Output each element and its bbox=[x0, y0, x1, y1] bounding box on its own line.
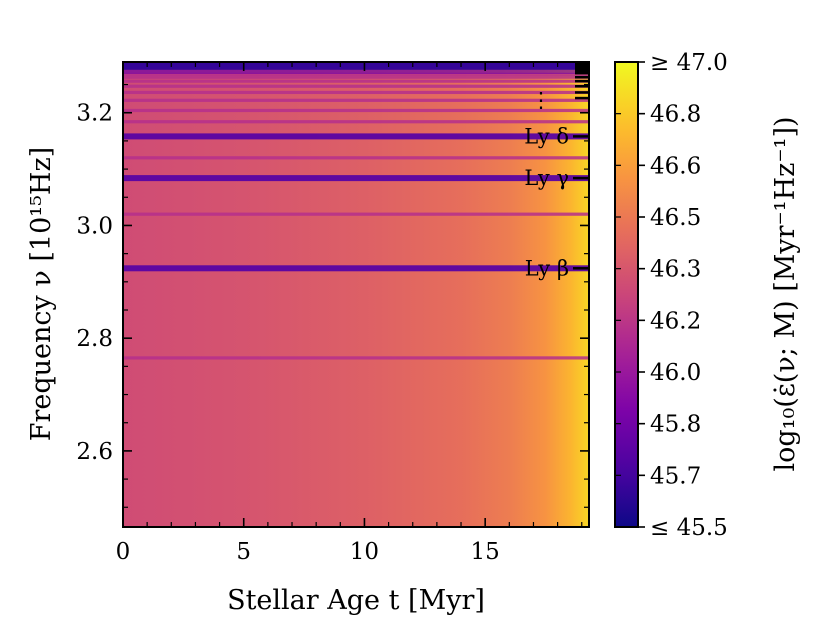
colorbar-tick-label: 46.0 bbox=[650, 360, 701, 386]
absorption-line bbox=[123, 98, 589, 102]
absorption-line bbox=[123, 90, 589, 95]
line-label: Ly γ bbox=[524, 166, 569, 190]
y-tick-label: 3.2 bbox=[76, 101, 113, 127]
colorbar-tick-label: ≤ 45.5 bbox=[650, 515, 728, 541]
colorbar-tick-label: 46.3 bbox=[650, 257, 701, 283]
absorption-line-strong bbox=[123, 133, 589, 140]
absorption-line-strong bbox=[123, 265, 589, 272]
absorption-line-strong bbox=[123, 175, 589, 182]
plot-frame bbox=[122, 61, 590, 528]
colorbar-tick-label: 46.5 bbox=[650, 205, 701, 231]
series-limit-marker bbox=[575, 62, 589, 75]
colorbar-title: log₁₀(ε̇(ν; M) [Myr⁻¹Hz⁻¹]) bbox=[770, 116, 801, 471]
colorbar-tick-label: 45.8 bbox=[650, 412, 701, 438]
absorption-line bbox=[123, 75, 589, 79]
absorption-line bbox=[123, 212, 589, 216]
absorption-line bbox=[123, 156, 589, 160]
line-annotations: Ly β Ly γ Ly δ ⋮ bbox=[524, 62, 589, 280]
line-label: Ly δ bbox=[524, 124, 569, 148]
colorbar-tick-label: 45.7 bbox=[650, 463, 701, 489]
x-axis-ticks: 0 5 10 15 bbox=[116, 62, 583, 565]
absorption-line bbox=[123, 120, 589, 124]
lyman-limit-band-edge bbox=[123, 69, 589, 74]
y-axis-ticks: 2.6 2.8 3.0 3.2 bbox=[76, 83, 589, 508]
absorption-line bbox=[123, 79, 589, 83]
absorption-line bbox=[123, 108, 589, 113]
absorption-line bbox=[123, 72, 589, 76]
colorbar: ≤ 45.5 45.7 45.8 46.0 46.2 46.3 46.5 46.6 46.8 ≥ … bbox=[614, 50, 801, 541]
colorbar-tick-label: 46.2 bbox=[650, 308, 701, 334]
plot-area: 0 5 10 15 2.6 2.8 3.0 3.2 bbox=[76, 61, 590, 565]
x-axis-title: Stellar Age t [Myr] bbox=[227, 585, 485, 616]
colorbar-tick-label: ≥ 47.0 bbox=[650, 50, 728, 76]
lyman-limit-band bbox=[123, 62, 589, 70]
colorbar-tick-label: 46.6 bbox=[650, 153, 701, 179]
heatmap-background bbox=[123, 62, 589, 527]
line-label: Ly β bbox=[525, 256, 569, 280]
colorbar-tick-label: 46.8 bbox=[650, 102, 701, 128]
absorption-line bbox=[123, 356, 589, 360]
y-tick-label: 2.8 bbox=[76, 326, 113, 352]
continuation-dots: ⋮ bbox=[531, 88, 552, 112]
x-tick-label: 10 bbox=[350, 539, 379, 565]
y-tick-label: 3.0 bbox=[76, 213, 113, 239]
absorption-line bbox=[123, 84, 589, 88]
x-tick-label: 15 bbox=[471, 539, 500, 565]
x-tick-label: 5 bbox=[236, 539, 251, 565]
colorbar-ticks: ≤ 45.5 45.7 45.8 46.0 46.2 46.3 46.5 46.6 46.8 ≥ … bbox=[615, 50, 728, 541]
colorbar-gradient bbox=[615, 62, 638, 527]
x-tick-label: 0 bbox=[116, 539, 131, 565]
y-axis-title: Frequency ν [10¹⁵Hz] bbox=[26, 147, 57, 441]
colorbar-frame bbox=[614, 61, 639, 528]
y-tick-label: 2.6 bbox=[76, 439, 113, 465]
spectral-lines-layer bbox=[123, 62, 589, 360]
